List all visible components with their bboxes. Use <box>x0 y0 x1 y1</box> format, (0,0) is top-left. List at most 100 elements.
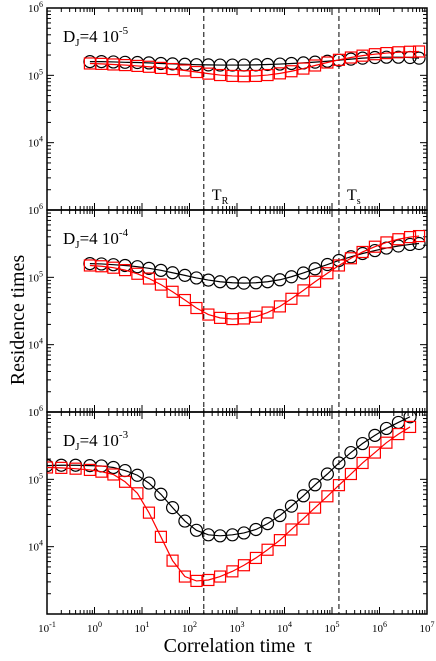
series-2-point <box>226 565 239 578</box>
series-2-point <box>412 45 426 58</box>
series-1-point <box>249 522 263 537</box>
y-tick-label: 106 <box>28 202 43 217</box>
series-1-point <box>332 456 346 470</box>
series-2-point <box>356 245 369 259</box>
series-2-point <box>356 49 369 62</box>
vertical-line-label-sub: R <box>222 196 229 207</box>
vertical-line-label-R: TR <box>212 187 229 207</box>
series-2-point <box>118 58 132 72</box>
panel-label-value: =4 10 <box>80 431 119 450</box>
series-1-point <box>142 476 156 490</box>
series-1-point <box>308 478 322 492</box>
y-tick-label: 105 <box>28 67 43 82</box>
series-2-point <box>213 311 227 324</box>
series-2-point <box>261 543 274 556</box>
x-axis-title-text: Correlation time <box>164 635 296 657</box>
series-2-point <box>202 308 215 321</box>
y-tick-label-exp: 6 <box>39 404 43 413</box>
y-tick-label-base: 10 <box>28 3 40 15</box>
series-1-point <box>284 499 299 513</box>
series-2-point <box>332 53 346 66</box>
series-2-point <box>332 259 346 272</box>
series-1-point <box>296 266 311 280</box>
vertical-line-label-main: T <box>212 187 222 204</box>
series-2-point <box>392 233 405 246</box>
series-2-point <box>69 462 82 475</box>
series-1-point <box>296 489 311 503</box>
series-2-point <box>403 230 417 244</box>
series-2-point <box>142 272 156 285</box>
y-tick-label-base: 10 <box>28 474 40 486</box>
x-tick-label-exp: 4 <box>288 620 292 629</box>
y-tick-label: 105 <box>28 471 43 486</box>
y-tick-label: 104 <box>28 337 43 352</box>
series-1-point <box>412 236 426 251</box>
panel-label-exp: -3 <box>119 429 129 441</box>
series-1-point <box>130 468 144 482</box>
series-2-point <box>261 68 274 82</box>
vertical-line-label-main: T <box>347 187 357 204</box>
series-2-point <box>154 61 168 74</box>
series-1-line <box>47 416 411 537</box>
series-2-point <box>166 554 179 567</box>
series-2-point <box>190 301 203 315</box>
series-2-point <box>178 293 191 307</box>
x-tick-label-base: 10 <box>230 623 242 635</box>
series-1-point <box>308 262 322 276</box>
series-2-point <box>392 427 405 441</box>
series-2-point <box>392 46 405 59</box>
series-1-point <box>273 508 287 523</box>
series-2-point <box>403 420 417 434</box>
x-tick-label-exp: 6 <box>383 620 387 629</box>
y-tick-label-base: 10 <box>28 340 40 352</box>
series-2-point <box>237 70 251 83</box>
series-2-point <box>380 236 393 249</box>
y-tick-label: 104 <box>28 135 43 150</box>
series-2-point <box>261 306 274 319</box>
x-axis-title-symbol: τ <box>304 635 312 657</box>
panel-label-main: D <box>63 431 75 450</box>
x-tick-label: 10-1 <box>38 620 56 635</box>
series-2-point <box>237 312 251 325</box>
y-tick-label: 106 <box>28 0 43 15</box>
x-tick-label-base: 10 <box>372 623 384 635</box>
series-2-point <box>273 300 286 313</box>
series-2-point <box>107 468 120 481</box>
series-2-line <box>89 235 420 320</box>
series-2-point <box>95 57 108 70</box>
series-2-point <box>321 490 334 503</box>
series-1-point <box>284 270 299 284</box>
x-tick-label-base: 10 <box>325 623 337 635</box>
series-2-point <box>403 45 417 58</box>
panel-label-value: =4 10 <box>80 229 119 248</box>
series-2-point <box>249 310 263 323</box>
series-2-point <box>285 292 298 305</box>
panel-label: DJ=4 10-5 <box>63 25 129 49</box>
vertical-line-label-sub: s <box>357 196 361 207</box>
series-2-point <box>47 461 54 474</box>
series-2-point <box>190 574 203 588</box>
x-axis-title: Correlation time τ <box>164 635 313 657</box>
y-tick-label-base: 10 <box>28 272 40 284</box>
panel-data <box>83 229 426 326</box>
series-2-point <box>412 229 426 243</box>
panel-label-sub: J <box>75 239 80 251</box>
y-tick-label-base: 10 <box>28 205 40 217</box>
series-2-point <box>107 58 120 71</box>
panel-label-main: D <box>63 229 75 248</box>
y-tick-label-base: 10 <box>28 138 40 150</box>
series-2-line <box>89 50 420 77</box>
vertical-line-label-s: Ts <box>347 187 361 207</box>
series-2-point <box>118 264 132 277</box>
x-tick-label-base: 10 <box>38 623 50 635</box>
series-2-point <box>131 487 144 500</box>
y-tick-label-exp: 5 <box>39 269 43 278</box>
series-2-point <box>285 523 298 536</box>
y-tick-label: 106 <box>28 404 43 419</box>
y-tick-label-exp: 6 <box>39 202 43 211</box>
series-2-point <box>344 467 358 481</box>
